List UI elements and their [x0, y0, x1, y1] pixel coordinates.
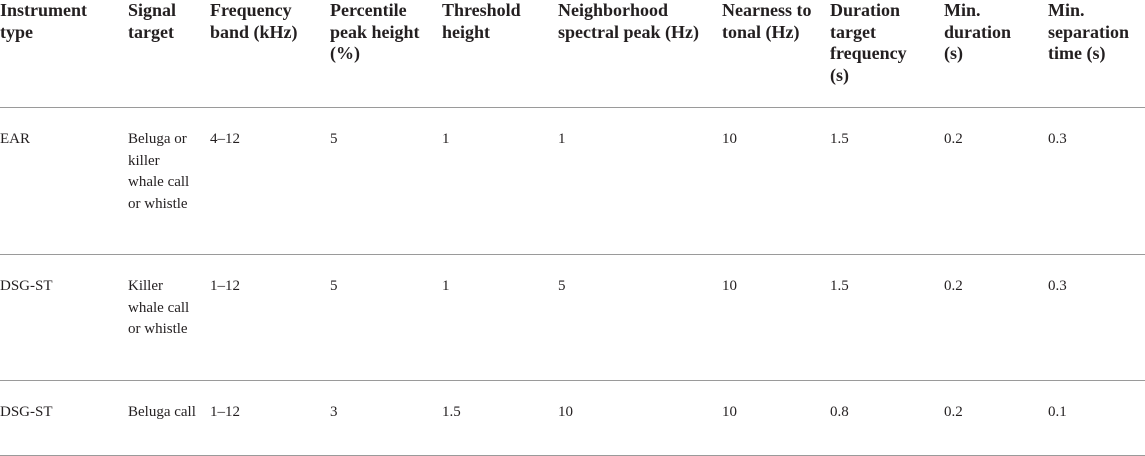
table-cell: 0.2: [944, 380, 1048, 456]
table-cell: 10: [722, 254, 830, 381]
table-cell: DSG-ST: [0, 380, 128, 456]
table-cell: 5: [558, 254, 722, 381]
table-row: DSG-ST Beluga call 1–12 3 1.5 10 10 0.8 …: [0, 380, 1145, 456]
table-cell: 10: [722, 380, 830, 456]
table-cell: 1.5: [442, 380, 558, 456]
table-cell: 5: [330, 254, 442, 381]
header-nearness-to-tonal: Nearness to tonal (Hz): [722, 0, 830, 108]
table-cell: Beluga call: [128, 380, 210, 456]
header-label: Signal target: [128, 0, 177, 42]
header-label: Duration target frequency (s): [830, 0, 907, 85]
header-row: Instrument type Signal target Frequency …: [0, 0, 1145, 108]
table-cell: Killer whale call or whistle: [128, 254, 210, 381]
table-row: EAR Beluga or killer whale call or whist…: [0, 107, 1145, 255]
header-label: Neighborhood spectral peak (Hz): [558, 0, 699, 42]
table-cell: 1: [442, 107, 558, 255]
header-frequency-band: Frequency band (kHz): [210, 0, 330, 108]
table-cell: 1.5: [830, 254, 944, 381]
header-instrument-type: Instrument type: [0, 0, 128, 108]
table-cell: 1–12: [210, 254, 330, 381]
table-cell: 0.2: [944, 107, 1048, 255]
table-cell: 1.5: [830, 107, 944, 255]
header-label: Frequency band (kHz): [210, 0, 298, 42]
header-neighborhood-spectral-peak: Neighborhood spectral peak (Hz): [558, 0, 722, 108]
table-cell: 4–12: [210, 107, 330, 255]
table-cell: EAR: [0, 107, 128, 255]
table-cell: 5: [330, 107, 442, 255]
header-signal-target: Signal target: [128, 0, 210, 108]
header-label: Instrument type: [0, 0, 88, 42]
table-cell: DSG-ST: [0, 254, 128, 381]
header-label: Percentile peak height (%): [330, 0, 420, 63]
table-row: DSG-ST Killer whale call or whistle 1–12…: [0, 254, 1145, 381]
header-min-duration: Min. duration (s): [944, 0, 1048, 108]
table-cell: 0.3: [1048, 254, 1145, 381]
table-cell: Beluga or killer whale call or whistle: [128, 107, 210, 255]
table-cell: 1: [558, 107, 722, 255]
header-label: Threshold height: [442, 0, 521, 42]
header-label: Min. duration (s): [944, 0, 1012, 63]
header-min-separation-time: Min. separation time (s): [1048, 0, 1145, 108]
table-cell: 0.3: [1048, 107, 1145, 255]
table-cell: 10: [722, 107, 830, 255]
table-cell: 10: [558, 380, 722, 456]
header-threshold-height: Threshold height: [442, 0, 558, 108]
table-cell: 3: [330, 380, 442, 456]
table-cell: 1: [442, 254, 558, 381]
header-percentile-peak-height: Percentile peak height (%): [330, 0, 442, 108]
table-cell: 0.2: [944, 254, 1048, 381]
header-label: Nearness to tonal (Hz): [722, 0, 812, 42]
header-duration-target-frequency: Duration target frequency (s): [830, 0, 944, 108]
table-cell: 0.1: [1048, 380, 1145, 456]
table-cell: 1–12: [210, 380, 330, 456]
header-label: Min. separation time (s): [1048, 0, 1129, 63]
table-cell: 0.8: [830, 380, 944, 456]
